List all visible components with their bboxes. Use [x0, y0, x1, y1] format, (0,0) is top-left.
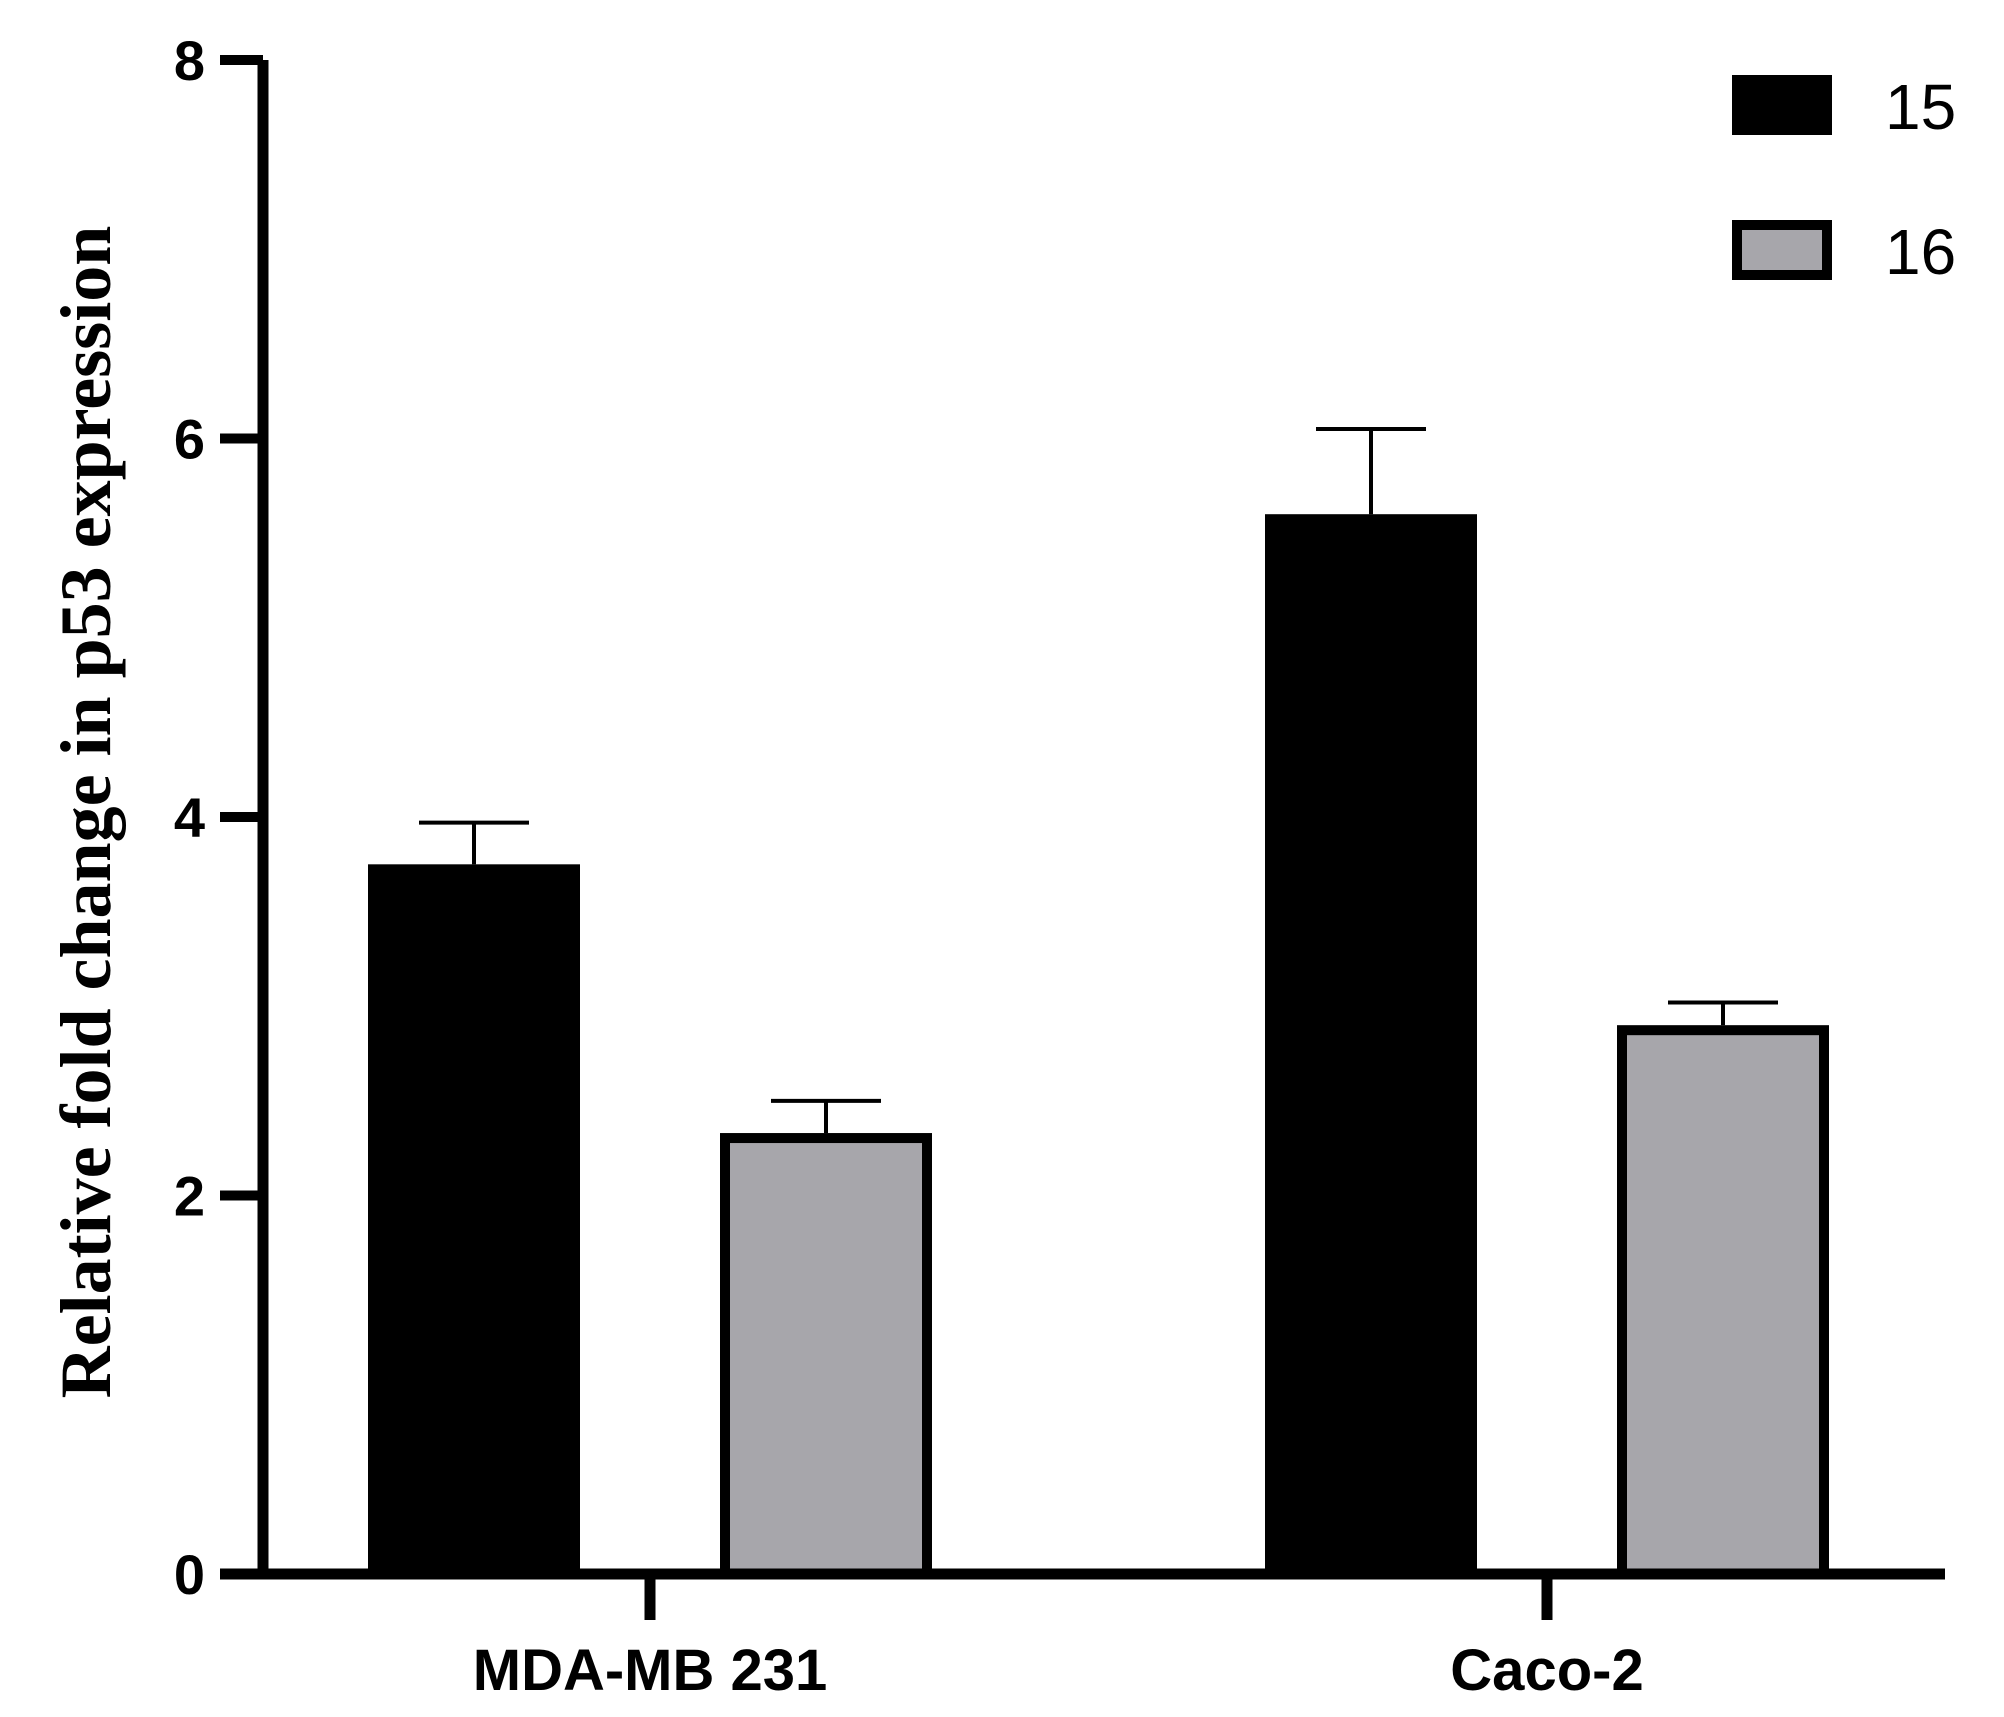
bars-layer — [368, 427, 1829, 1580]
y-tick-label: 6 — [174, 408, 205, 471]
legend-swatch — [1732, 75, 1832, 135]
legend-label: 16 — [1885, 216, 1956, 288]
bar — [368, 864, 580, 1579]
legend-label: 15 — [1885, 71, 1956, 143]
bar — [1265, 514, 1477, 1580]
x-category-label: Caco-2 — [1450, 1638, 1643, 1703]
bar — [720, 1133, 932, 1579]
x-category-label: MDA-MB 231 — [473, 1638, 828, 1703]
y-tick-label: 2 — [174, 1165, 205, 1228]
y-axis-title: Relative fold change in p53 expression — [46, 226, 126, 1399]
axes-layer: 0 2 4 6 8 MDA-MB 231 Caco-2 — [174, 29, 1945, 1703]
legend-swatch — [1732, 220, 1832, 280]
y-tick-label: 0 — [174, 1543, 205, 1606]
bar — [1617, 1025, 1829, 1580]
y-tick-label: 8 — [174, 29, 205, 92]
y-tick-label: 4 — [174, 786, 205, 849]
